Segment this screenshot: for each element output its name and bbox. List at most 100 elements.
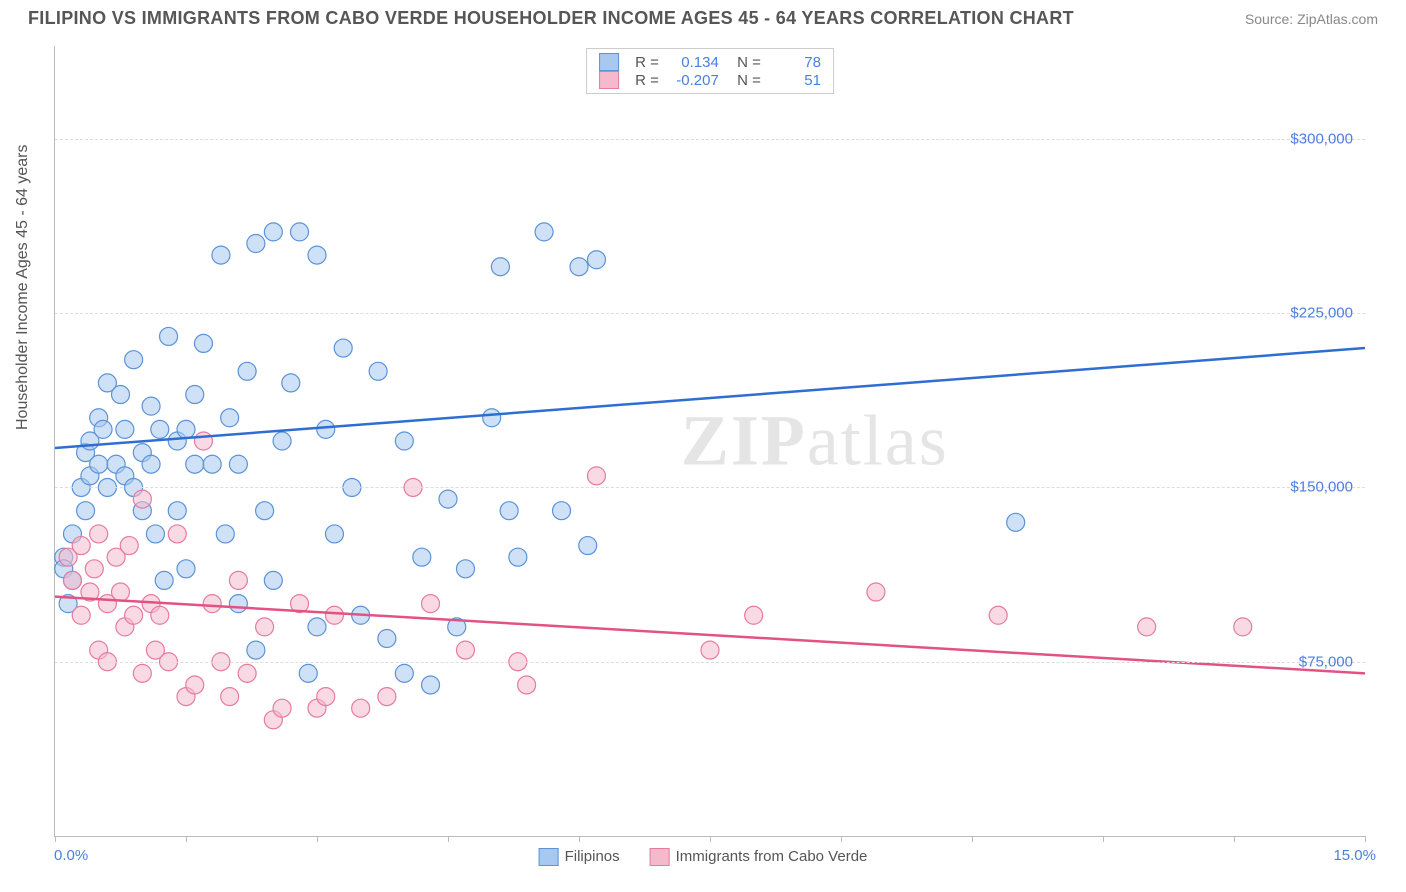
legend-swatch bbox=[539, 848, 559, 866]
data-point bbox=[299, 664, 317, 682]
y-tick-label: $225,000 bbox=[1290, 305, 1353, 322]
data-point bbox=[256, 618, 274, 636]
data-point bbox=[133, 664, 151, 682]
scatter-svg bbox=[55, 46, 1365, 836]
legend-item: Filipinos bbox=[539, 848, 620, 866]
data-point bbox=[229, 595, 247, 613]
legend-item: Immigrants from Cabo Verde bbox=[650, 848, 868, 866]
x-tick bbox=[1103, 836, 1104, 842]
x-tick bbox=[317, 836, 318, 842]
data-point bbox=[334, 339, 352, 357]
legend-n-label: N = bbox=[729, 54, 761, 71]
data-point bbox=[85, 560, 103, 578]
x-tick bbox=[841, 836, 842, 842]
legend-r-label: R = bbox=[635, 72, 659, 89]
data-point bbox=[291, 223, 309, 241]
legend-swatch bbox=[599, 71, 619, 89]
y-tick-label: $150,000 bbox=[1290, 479, 1353, 496]
legend-r-value: -0.207 bbox=[669, 72, 719, 89]
data-point bbox=[177, 560, 195, 578]
data-point bbox=[273, 432, 291, 450]
data-point bbox=[90, 455, 108, 473]
data-point bbox=[1138, 618, 1156, 636]
x-tick bbox=[710, 836, 711, 842]
data-point bbox=[282, 374, 300, 392]
chart-plot-area: ZIPatlas R =0.134 N =78R =-0.207 N =51 $… bbox=[54, 46, 1365, 837]
data-point bbox=[216, 525, 234, 543]
x-axis-max: 15.0% bbox=[1333, 847, 1376, 864]
x-tick bbox=[1365, 836, 1366, 842]
data-point bbox=[317, 688, 335, 706]
data-point bbox=[212, 246, 230, 264]
data-point bbox=[151, 420, 169, 438]
data-point bbox=[125, 606, 143, 624]
data-point bbox=[483, 409, 501, 427]
data-point bbox=[168, 502, 186, 520]
data-point bbox=[146, 525, 164, 543]
data-point bbox=[456, 560, 474, 578]
x-tick bbox=[186, 836, 187, 842]
legend-row: R =0.134 N =78 bbox=[599, 53, 821, 71]
data-point bbox=[120, 537, 138, 555]
data-point bbox=[378, 688, 396, 706]
x-tick bbox=[1234, 836, 1235, 842]
data-point bbox=[112, 583, 130, 601]
data-point bbox=[352, 699, 370, 717]
data-point bbox=[194, 432, 212, 450]
x-tick bbox=[579, 836, 580, 842]
data-point bbox=[701, 641, 719, 659]
data-point bbox=[989, 606, 1007, 624]
data-point bbox=[491, 258, 509, 276]
legend-n-label: N = bbox=[729, 72, 761, 89]
data-point bbox=[133, 490, 151, 508]
legend-label: Immigrants from Cabo Verde bbox=[676, 848, 868, 865]
data-point bbox=[325, 525, 343, 543]
data-point bbox=[229, 571, 247, 589]
data-point bbox=[160, 327, 178, 345]
data-point bbox=[395, 432, 413, 450]
y-tick-label: $75,000 bbox=[1299, 653, 1353, 670]
data-point bbox=[308, 618, 326, 636]
data-point bbox=[116, 420, 134, 438]
data-point bbox=[168, 525, 186, 543]
y-axis-label: Householder Income Ages 45 - 64 years bbox=[14, 145, 32, 431]
data-point bbox=[256, 502, 274, 520]
legend-swatch bbox=[599, 53, 619, 71]
data-point bbox=[125, 351, 143, 369]
gridline bbox=[55, 662, 1365, 663]
data-point bbox=[579, 537, 597, 555]
data-point bbox=[535, 223, 553, 241]
data-point bbox=[369, 362, 387, 380]
data-point bbox=[221, 688, 239, 706]
data-point bbox=[264, 223, 282, 241]
x-axis-min: 0.0% bbox=[54, 847, 88, 864]
data-point bbox=[1007, 513, 1025, 531]
data-point bbox=[203, 455, 221, 473]
data-point bbox=[177, 420, 195, 438]
data-point bbox=[142, 397, 160, 415]
y-tick-label: $300,000 bbox=[1290, 130, 1353, 147]
data-point bbox=[94, 420, 112, 438]
chart-title: FILIPINO VS IMMIGRANTS FROM CABO VERDE H… bbox=[28, 8, 1074, 29]
data-point bbox=[413, 548, 431, 566]
data-point bbox=[186, 455, 204, 473]
data-point bbox=[238, 664, 256, 682]
data-point bbox=[422, 676, 440, 694]
data-point bbox=[325, 606, 343, 624]
data-point bbox=[509, 548, 527, 566]
gridline bbox=[55, 313, 1365, 314]
correlation-legend: R =0.134 N =78R =-0.207 N =51 bbox=[586, 48, 834, 94]
gridline bbox=[55, 139, 1365, 140]
data-point bbox=[186, 386, 204, 404]
data-point bbox=[745, 606, 763, 624]
data-point bbox=[264, 571, 282, 589]
gridline bbox=[55, 487, 1365, 488]
data-point bbox=[238, 362, 256, 380]
legend-label: Filipinos bbox=[565, 848, 620, 865]
data-point bbox=[142, 455, 160, 473]
data-point bbox=[151, 606, 169, 624]
data-point bbox=[63, 571, 81, 589]
data-point bbox=[553, 502, 571, 520]
data-point bbox=[72, 606, 90, 624]
data-point bbox=[500, 502, 518, 520]
